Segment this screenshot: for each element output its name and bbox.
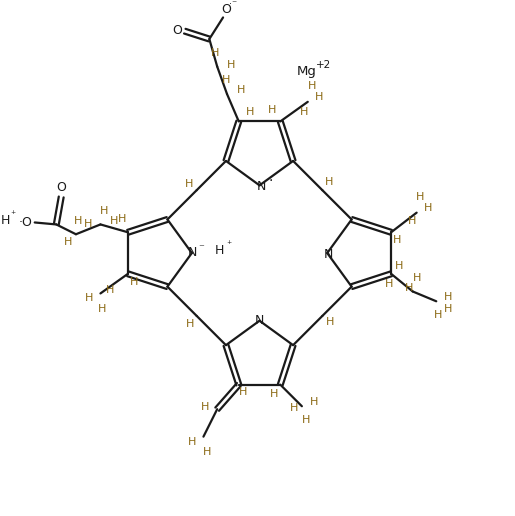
Text: H: H xyxy=(236,85,245,95)
Text: ⁺: ⁺ xyxy=(227,240,232,250)
Text: ·: · xyxy=(268,174,272,188)
Text: H: H xyxy=(227,59,235,70)
Text: H: H xyxy=(201,402,210,412)
Text: H: H xyxy=(185,319,194,329)
Text: H: H xyxy=(64,237,72,247)
Text: H: H xyxy=(413,273,421,283)
Text: +2: +2 xyxy=(316,60,331,70)
Text: H: H xyxy=(395,261,403,271)
Text: H: H xyxy=(434,310,442,320)
Text: H: H xyxy=(100,206,109,216)
Text: ⁻: ⁻ xyxy=(199,243,204,253)
Text: H: H xyxy=(385,279,393,288)
Text: N: N xyxy=(323,248,333,261)
Text: H: H xyxy=(203,447,212,457)
Text: H: H xyxy=(268,105,277,115)
Text: H: H xyxy=(300,107,308,117)
Text: H: H xyxy=(83,219,92,230)
Text: H: H xyxy=(215,244,224,256)
Text: H: H xyxy=(185,179,193,189)
Text: H: H xyxy=(325,178,333,187)
Text: H: H xyxy=(98,304,107,314)
Text: Mg: Mg xyxy=(297,65,317,78)
Text: O: O xyxy=(172,24,182,37)
Text: H: H xyxy=(444,304,452,314)
Text: H: H xyxy=(302,415,310,425)
Text: H: H xyxy=(407,216,416,225)
Text: H: H xyxy=(270,390,279,399)
Text: H: H xyxy=(187,437,196,446)
Text: H: H xyxy=(222,75,230,85)
Text: H: H xyxy=(84,293,93,303)
Text: N: N xyxy=(255,314,264,327)
Text: H: H xyxy=(405,283,413,293)
Text: H: H xyxy=(1,214,10,227)
Text: H: H xyxy=(110,216,118,225)
Text: ·⁻: ·⁻ xyxy=(229,0,237,9)
Text: H: H xyxy=(246,107,255,117)
Text: N: N xyxy=(257,180,266,193)
Text: ⁺: ⁺ xyxy=(10,209,16,220)
Text: H: H xyxy=(444,293,452,302)
Text: H: H xyxy=(307,81,316,91)
Text: H: H xyxy=(424,203,433,213)
Text: H: H xyxy=(74,216,82,225)
Text: H: H xyxy=(118,214,126,223)
Text: H: H xyxy=(130,277,138,287)
Text: N: N xyxy=(188,246,197,259)
Text: O: O xyxy=(56,181,66,194)
Text: H: H xyxy=(211,48,219,58)
Text: H: H xyxy=(326,317,334,327)
Text: H: H xyxy=(290,403,298,413)
Text: H: H xyxy=(416,192,424,202)
Text: ·O: ·O xyxy=(19,216,33,229)
Text: O: O xyxy=(221,3,231,16)
Text: H: H xyxy=(393,235,401,245)
Text: H: H xyxy=(106,284,114,295)
Text: H: H xyxy=(238,388,247,397)
Text: H: H xyxy=(310,397,318,407)
Text: H: H xyxy=(315,92,324,102)
